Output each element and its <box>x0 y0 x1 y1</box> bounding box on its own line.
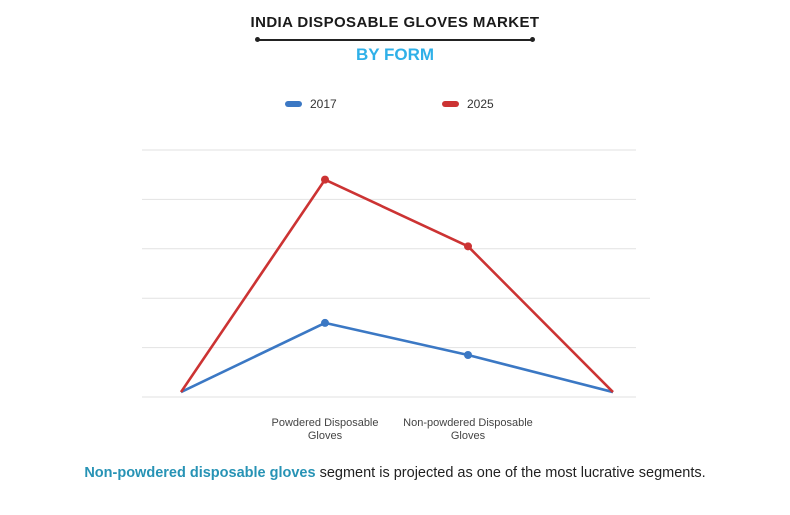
chart-title: INDIA DISPOSABLE GLOVES MARKET <box>250 14 540 31</box>
legend-item-2025: 2025 <box>442 97 494 111</box>
legend-label-2025: 2025 <box>467 97 494 111</box>
legend-swatch-2025 <box>442 101 459 107</box>
x-tick-label: Powdered Disposable Gloves <box>271 417 378 442</box>
legend-label-2017: 2017 <box>310 97 337 111</box>
series-line-2017 <box>180 321 614 394</box>
data-point-2025 <box>464 242 472 251</box>
chart-caption: Non-powdered disposable gloves segment i… <box>0 465 790 481</box>
data-point-2017 <box>321 318 329 327</box>
x-tick-label: Non-powdered Disposable Gloves <box>403 417 533 442</box>
data-point-2017 <box>464 351 472 360</box>
title-divider <box>255 37 535 42</box>
chart-subtitle: BY FORM <box>355 45 435 64</box>
data-point-2025 <box>321 175 329 184</box>
legend-swatch-2017 <box>285 101 302 107</box>
legend: 2017 2025 <box>0 97 790 117</box>
caption-highlight: Non-powdered disposable gloves <box>84 465 316 481</box>
series-line-2025 <box>179 178 614 393</box>
legend-item-2017: 2017 <box>285 97 337 111</box>
caption-text: segment is projected as one of the most … <box>315 465 706 481</box>
